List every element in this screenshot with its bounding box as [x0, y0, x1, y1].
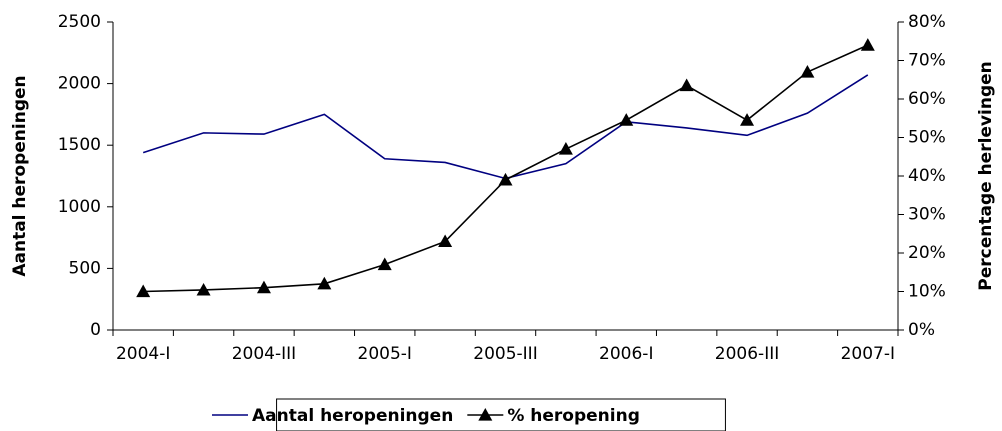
y-tick-label: 2000 — [58, 74, 101, 94]
legend-label: Aantal heropeningen — [252, 406, 453, 426]
y2-tick-label: 10% — [908, 282, 946, 302]
y2-axis-title: Percentage herlevingen — [976, 61, 996, 290]
point-marker — [377, 257, 392, 271]
series-line — [142, 74, 869, 180]
y-tick-label: 1000 — [58, 197, 101, 217]
point-marker — [619, 113, 634, 126]
y-tick-label: 500 — [69, 258, 101, 278]
point-marker — [317, 276, 332, 290]
y2-tick-label: 0% — [908, 320, 935, 340]
point-marker — [498, 172, 513, 186]
y-axis-title: Aantal heropeningen — [10, 75, 30, 276]
point-marker — [256, 280, 271, 294]
x-tick-label: 2004-III — [232, 344, 296, 364]
y-tick-label: 0 — [90, 320, 101, 340]
point-marker — [196, 282, 211, 296]
legend-box — [276, 398, 726, 431]
x-tick-label: 2005-I — [358, 344, 412, 364]
x-tick-label: 2006-III — [715, 344, 779, 364]
y-tick-label: 1500 — [58, 135, 101, 155]
point-marker — [679, 78, 694, 92]
y2-tick-label: 20% — [908, 243, 946, 263]
x-tick-label: 2007-I — [841, 344, 895, 364]
point-marker — [800, 65, 815, 78]
point-marker — [136, 284, 151, 298]
y2-tick-label: 60% — [908, 89, 946, 109]
x-tick-label: 2004-I — [116, 344, 170, 364]
y2-tick-label: 50% — [908, 128, 946, 148]
point-marker — [860, 38, 875, 51]
y-tick-label: 2500 — [58, 12, 101, 32]
x-tick-label: 2006-I — [599, 344, 653, 364]
x-tick-label: 2005-III — [473, 344, 537, 364]
point-marker — [740, 113, 755, 126]
y2-tick-label: 80% — [908, 12, 946, 32]
legend-marker — [478, 408, 493, 421]
point-marker — [558, 142, 573, 155]
y2-tick-label: 40% — [908, 166, 946, 186]
series-line — [143, 44, 869, 293]
point-marker — [438, 234, 453, 248]
y2-tick-label: 30% — [908, 205, 946, 225]
y2-tick-label: 70% — [908, 51, 946, 71]
legend-label: % heropening — [507, 406, 640, 426]
